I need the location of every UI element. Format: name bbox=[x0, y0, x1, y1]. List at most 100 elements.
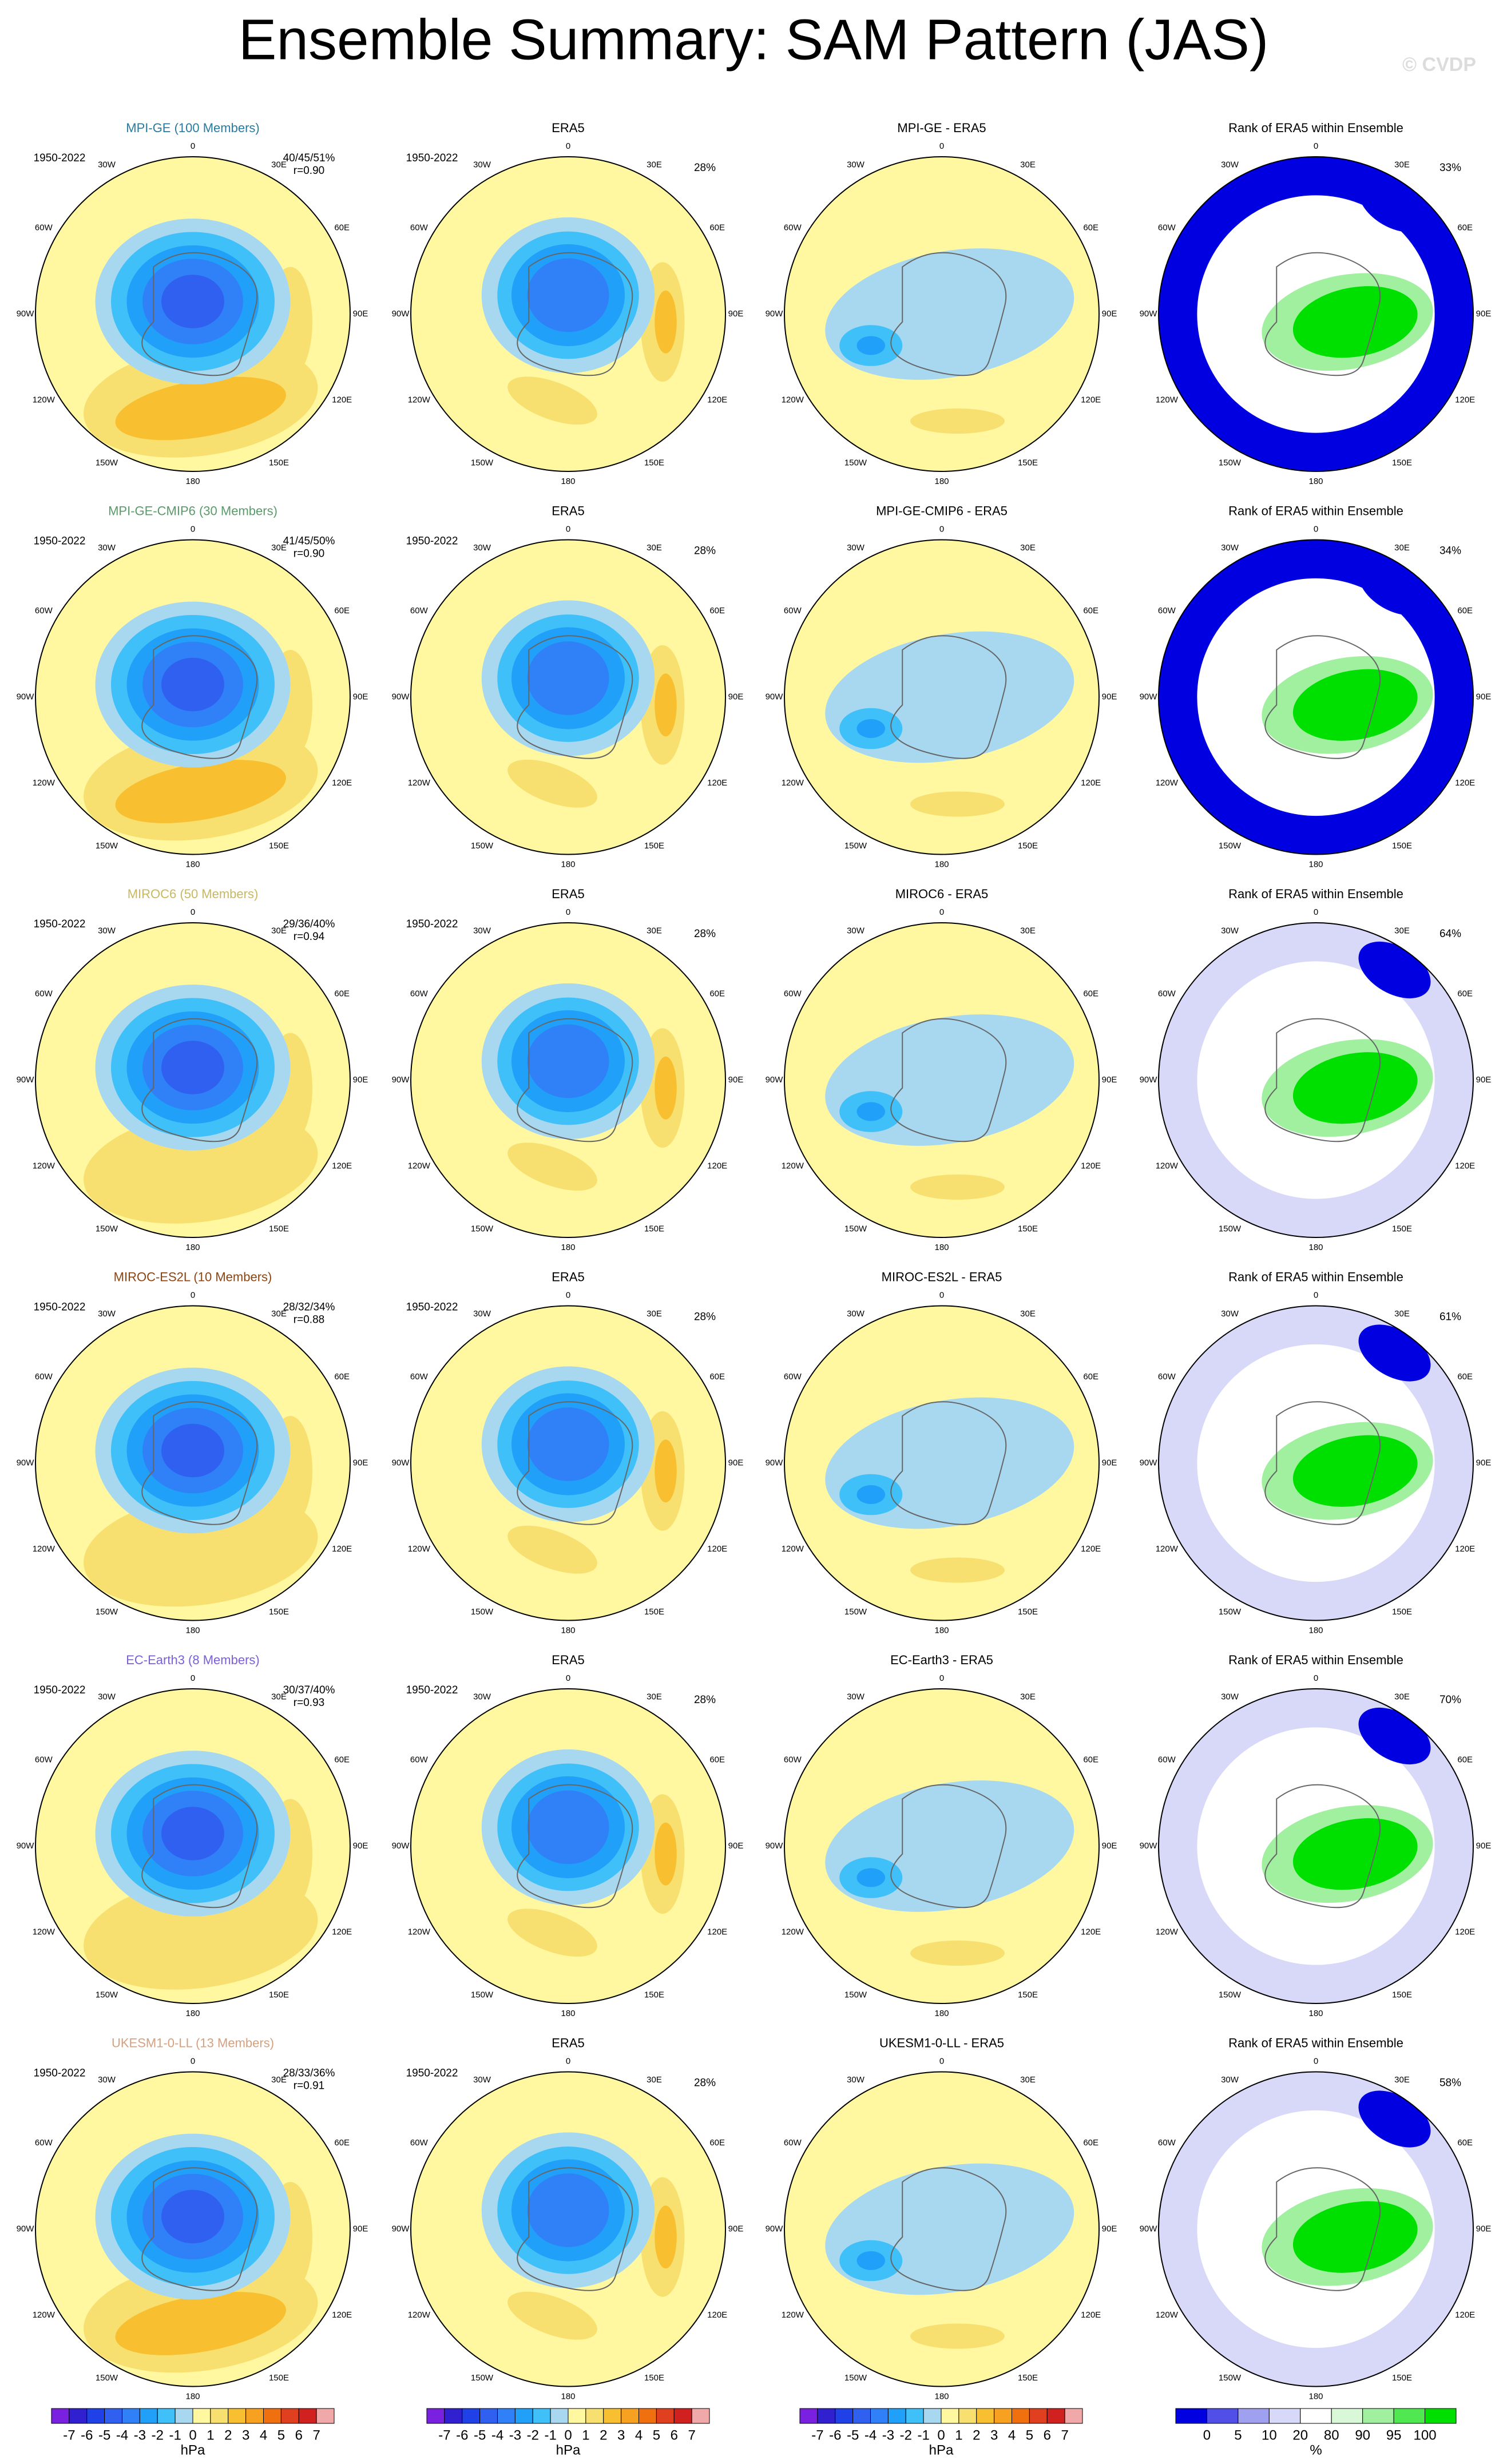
longitude-label: 150E bbox=[1392, 1224, 1412, 1234]
longitude-label: 30W bbox=[473, 543, 491, 553]
stats: 28/32/34% bbox=[283, 1302, 335, 1314]
longitude-label: 90E bbox=[353, 2224, 368, 2233]
colorbar-box bbox=[639, 2408, 657, 2424]
longitude-label: 120E bbox=[332, 1544, 352, 1554]
longitude-label: 150E bbox=[644, 1990, 664, 2000]
longitude-label: 0 bbox=[566, 141, 570, 151]
longitude-label: 180 bbox=[561, 2009, 575, 2018]
longitude-label: 150W bbox=[471, 841, 494, 851]
longitude-label: 120W bbox=[33, 2310, 55, 2320]
coastline bbox=[890, 252, 1007, 376]
colorbar-label: -7 bbox=[811, 2427, 823, 2443]
longitude-label: 150W bbox=[1219, 1224, 1242, 1234]
longitude-label: 120W bbox=[408, 2310, 431, 2320]
longitude-label: 150W bbox=[1219, 1607, 1242, 1617]
colorbar-label: 1 bbox=[207, 2427, 214, 2443]
longitude-label: 120W bbox=[1156, 1927, 1179, 1937]
longitude-label: 60W bbox=[410, 2138, 429, 2148]
longitude-label: 150W bbox=[96, 1607, 118, 1617]
longitude-label: 150E bbox=[644, 2373, 664, 2383]
negative-anomaly bbox=[161, 1041, 224, 1094]
longitude-label: 150W bbox=[471, 2373, 494, 2383]
longitude-label: 120W bbox=[782, 1544, 804, 1554]
map-border bbox=[1158, 156, 1474, 472]
colorbar-label: 4 bbox=[635, 2427, 643, 2443]
colorbar-label: -3 bbox=[882, 2427, 894, 2443]
model-name: MIROC6 (50 Members) bbox=[128, 887, 259, 901]
longitude-label: 30W bbox=[98, 1309, 116, 1319]
longitude-label: 120E bbox=[332, 778, 352, 788]
longitude-label: 60W bbox=[1158, 1755, 1176, 1764]
longitude-label: 60E bbox=[709, 1755, 725, 1764]
longitude-label: 60W bbox=[1158, 223, 1176, 232]
colorbar-box bbox=[1331, 2408, 1363, 2424]
longitude-label: 90W bbox=[17, 1075, 35, 1085]
map-panel bbox=[1159, 539, 1473, 855]
longitude-label: 0 bbox=[939, 141, 944, 151]
colorbar-label: 6 bbox=[671, 2427, 678, 2443]
colorbar-label: 7 bbox=[688, 2427, 695, 2443]
longitude-label: 30E bbox=[647, 160, 662, 169]
map-border bbox=[1158, 2071, 1474, 2387]
longitude-label: 180 bbox=[561, 1625, 575, 1635]
longitude-label: 0 bbox=[1314, 1290, 1318, 1300]
pattern-correlation: r=0.90 bbox=[294, 165, 324, 177]
longitude-label: 30W bbox=[98, 1692, 116, 1701]
longitude-label: 90W bbox=[17, 1458, 35, 1467]
longitude-label: 120E bbox=[707, 778, 727, 788]
longitude-label: 60W bbox=[35, 2138, 53, 2148]
rank-low bbox=[1159, 539, 1473, 855]
longitude-label: 150W bbox=[844, 458, 867, 468]
coastline bbox=[141, 252, 258, 376]
colorbar-box bbox=[923, 2408, 942, 2424]
map-border bbox=[410, 1688, 726, 2004]
longitude-label: 120W bbox=[1156, 1544, 1179, 1554]
panel-title: EC-Earth3 - ERA5 bbox=[890, 1653, 993, 1667]
longitude-label: 150E bbox=[1392, 1990, 1412, 2000]
longitude-label: 90W bbox=[392, 1075, 410, 1085]
map-panel bbox=[1159, 923, 1473, 1237]
rank-percent: 70% bbox=[1439, 1694, 1461, 1706]
positive-anomaly bbox=[910, 791, 1005, 817]
model-name: MPI-GE-CMIP6 (30 Members) bbox=[108, 503, 277, 518]
map-panel bbox=[784, 923, 1099, 1237]
longitude-label: 30E bbox=[1020, 1309, 1036, 1319]
rank-percent: 34% bbox=[1439, 545, 1461, 557]
longitude-label: 0 bbox=[1314, 1673, 1318, 1683]
coastline bbox=[141, 1784, 258, 1908]
figure-title: Ensemble Summary: SAM Pattern (JAS) bbox=[239, 7, 1269, 72]
longitude-label: 60W bbox=[410, 989, 429, 998]
positive-anomaly bbox=[507, 1908, 597, 1957]
map-border bbox=[35, 1688, 351, 2004]
longitude-label: 150E bbox=[644, 1607, 664, 1617]
longitude-label: 120E bbox=[1455, 778, 1475, 788]
longitude-label: 60W bbox=[784, 223, 802, 232]
map-border bbox=[35, 156, 351, 472]
negative-anomaly bbox=[161, 1423, 224, 1478]
longitude-label: 150W bbox=[1219, 458, 1242, 468]
longitude-label: 90W bbox=[392, 2224, 410, 2233]
longitude-label: 30W bbox=[473, 1692, 491, 1701]
longitude-label: 30W bbox=[847, 1309, 865, 1319]
colorbar-label: 100 bbox=[1414, 2427, 1437, 2443]
longitude-label: 30E bbox=[1020, 543, 1036, 553]
longitude-label: 150E bbox=[1018, 1990, 1038, 2000]
longitude-label: 90W bbox=[766, 1458, 784, 1467]
panel-title: MIROC6 - ERA5 bbox=[895, 887, 989, 901]
longitude-label: 150W bbox=[844, 2373, 867, 2383]
map-panel bbox=[1159, 2072, 1473, 2387]
watermark: © CVDP bbox=[1402, 54, 1476, 76]
longitude-label: 30E bbox=[647, 926, 662, 935]
coastline bbox=[890, 1401, 1007, 1525]
longitude-label: 120E bbox=[1081, 778, 1101, 788]
longitude-label: 150W bbox=[1219, 2373, 1242, 2383]
colorbar-box bbox=[603, 2408, 622, 2424]
longitude-label: 60W bbox=[35, 223, 53, 232]
positive-anomaly bbox=[910, 1941, 1005, 1966]
longitude-label: 120W bbox=[33, 1544, 55, 1554]
longitude-label: 30W bbox=[98, 543, 116, 553]
coastline bbox=[1264, 1784, 1381, 1908]
longitude-label: 90E bbox=[1476, 1075, 1492, 1085]
panel-title: ERA5 bbox=[552, 887, 584, 901]
model-name: MPI-GE (100 Members) bbox=[126, 121, 260, 135]
